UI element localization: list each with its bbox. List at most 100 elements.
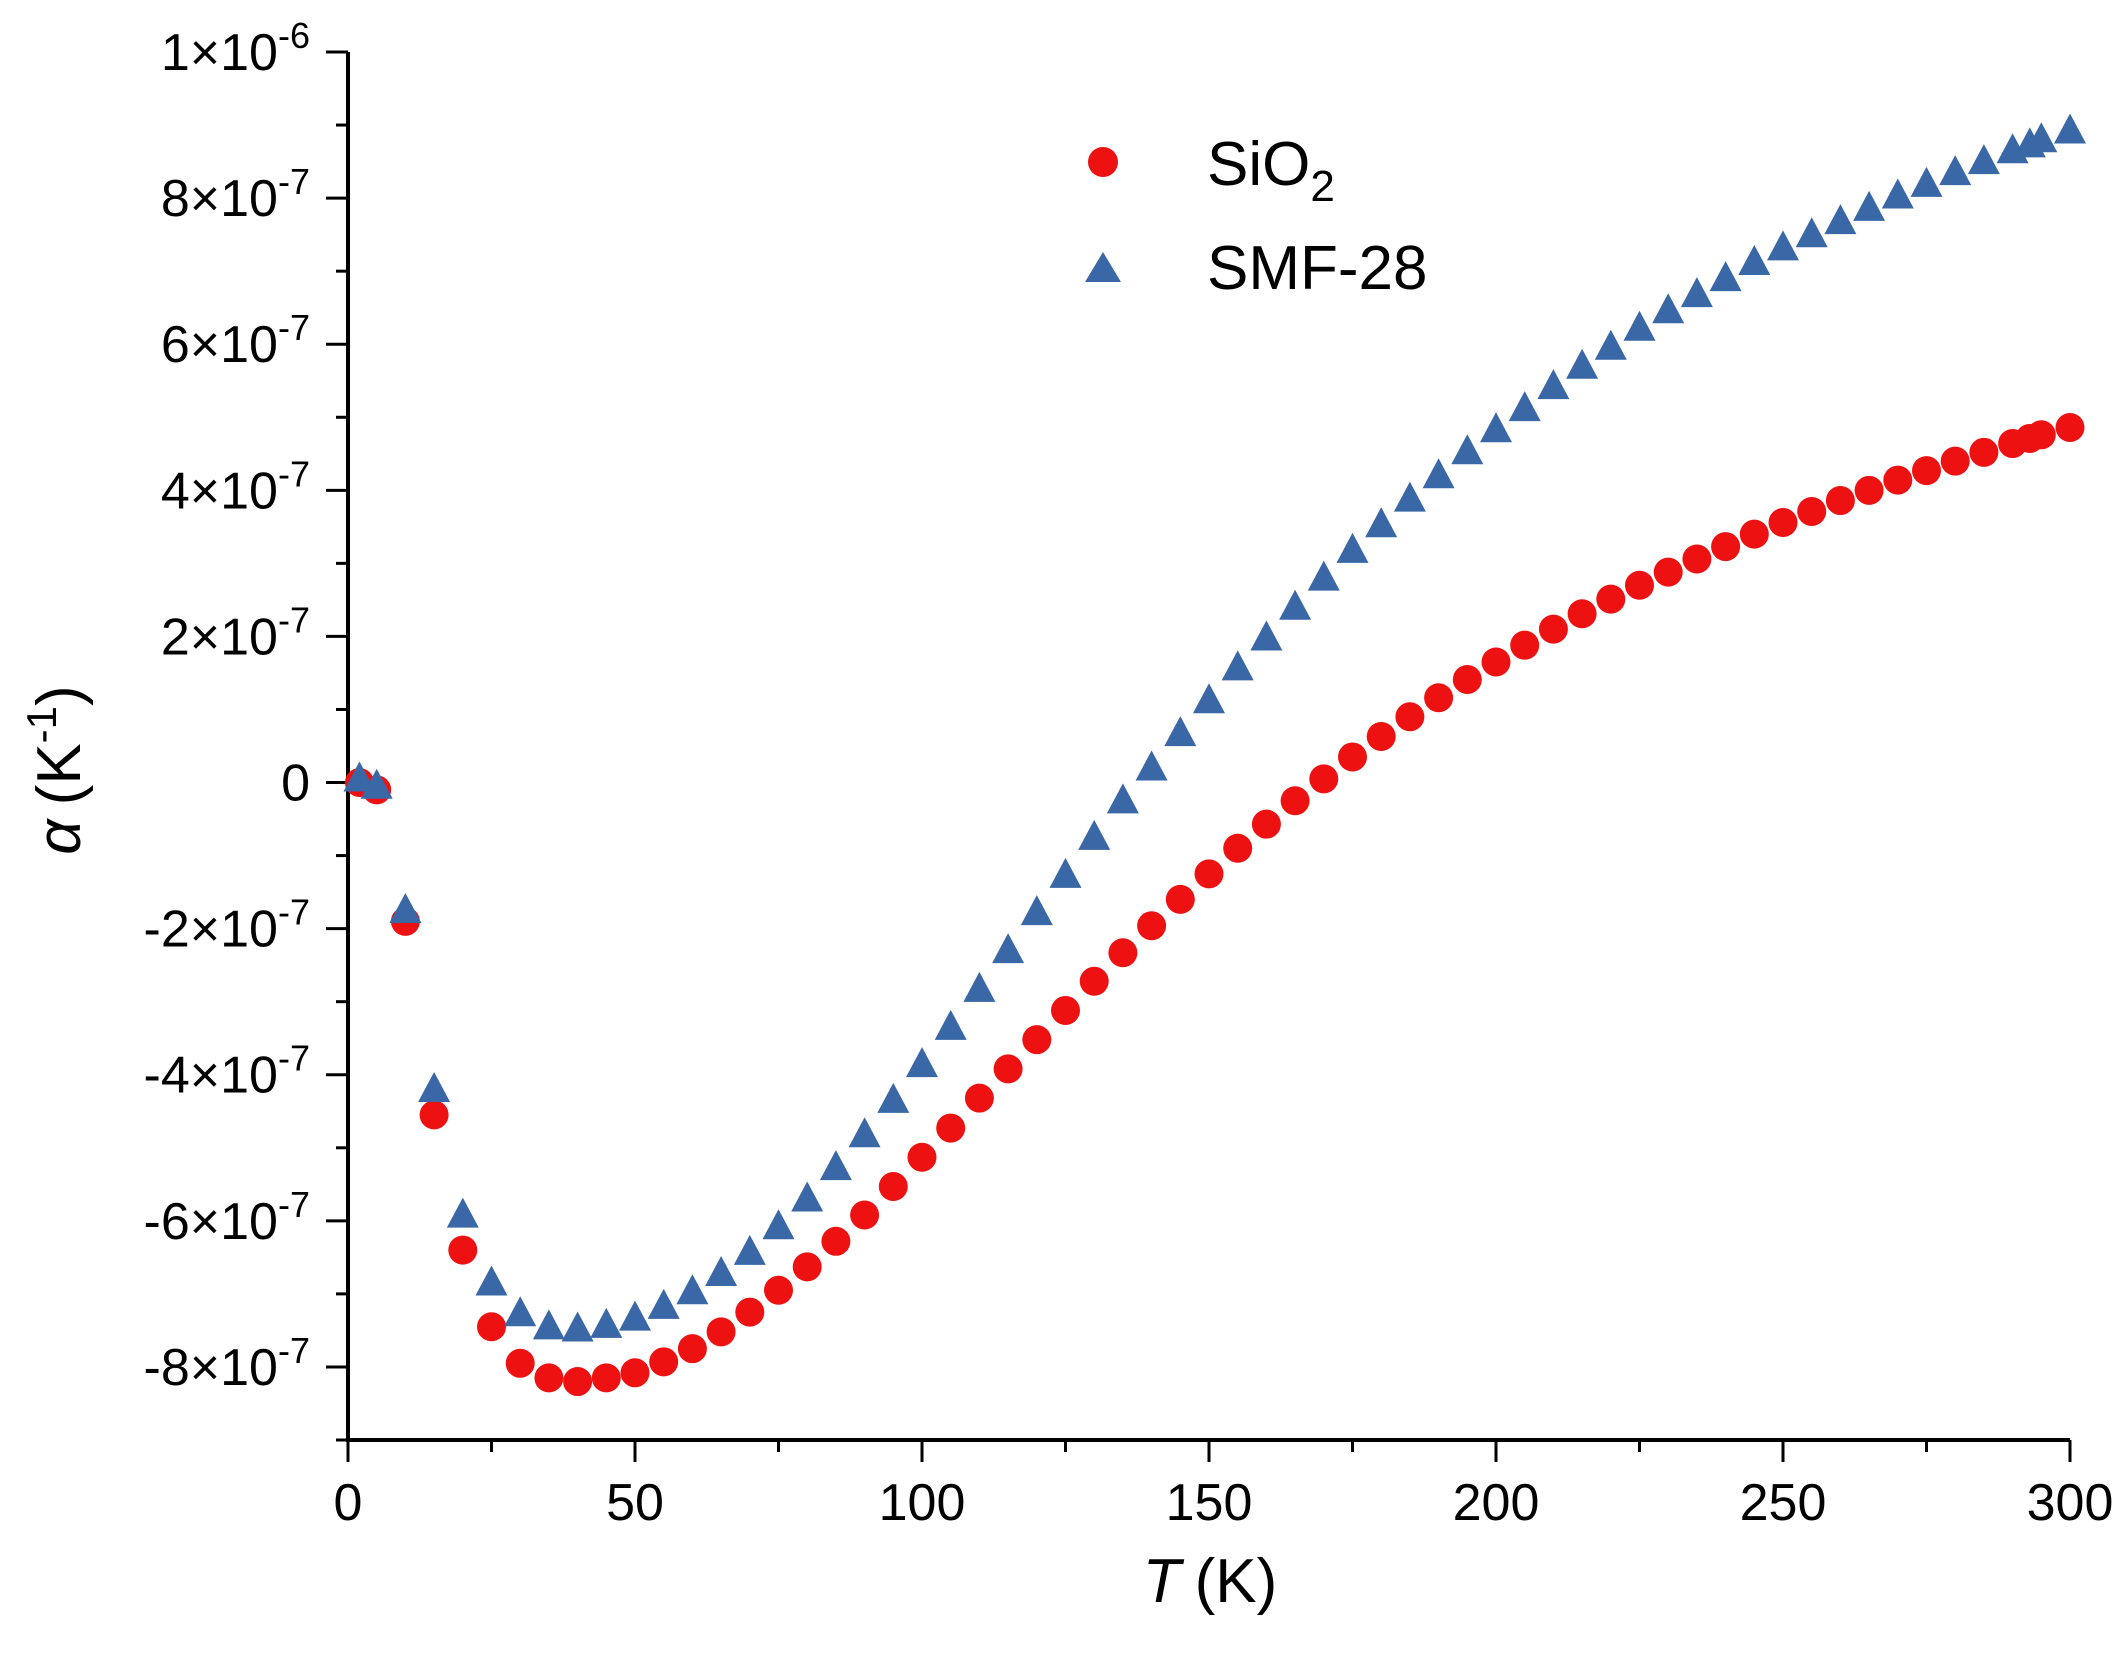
data-point-triangle (762, 1209, 795, 1240)
data-point-triangle (532, 1309, 565, 1340)
data-point-triangle (1709, 261, 1742, 292)
y-tick-label: 1×10-6 (161, 15, 310, 82)
data-point-circle (477, 1312, 506, 1342)
y-tick-label: -2×10-7 (144, 892, 310, 959)
series-sio2 (344, 412, 2085, 1397)
data-point-triangle (1193, 683, 1225, 714)
data-point-circle (1797, 497, 1827, 527)
data-point-triangle (992, 933, 1025, 964)
data-point-circle (1682, 544, 1712, 574)
data-point-circle (1022, 1025, 1052, 1055)
y-axis-unit: (K (25, 743, 94, 805)
data-point-triangle (1451, 434, 1484, 465)
data-point-circle (1912, 456, 1941, 486)
data-point-circle (620, 1358, 650, 1388)
data-point-triangle (963, 971, 996, 1002)
data-point-circle (2055, 412, 2085, 442)
y-tick-label: 6×10-7 (161, 307, 310, 374)
data-point-circle (591, 1363, 621, 1393)
data-point-circle (1538, 614, 1568, 644)
data-point-triangle (360, 768, 393, 799)
data-point-triangle (475, 1265, 508, 1296)
data-point-circle (1424, 683, 1454, 713)
data-point-triangle (1853, 190, 1886, 221)
x-axis-unit: (K) (1195, 1547, 1278, 1616)
data-point-triangle (1422, 458, 1455, 489)
data-point-triangle (1307, 560, 1340, 591)
data-point-triangle (705, 1256, 738, 1287)
data-point-circle (993, 1054, 1023, 1084)
data-point-triangle (2025, 122, 2058, 153)
data-point-triangle (1078, 819, 1111, 850)
legend-marker-smf28 (1085, 252, 1121, 282)
data-point-circle (1165, 884, 1195, 914)
data-point-triangle (1480, 412, 1512, 443)
data-point-circle (1768, 507, 1798, 537)
y-tick-label: 8×10-7 (161, 161, 310, 228)
data-point-circle (1940, 446, 1970, 476)
y-axis-title: α(K-1) (18, 685, 94, 854)
data-point-circle (677, 1334, 707, 1364)
data-point-triangle (1594, 329, 1627, 360)
x-tick-label: 200 (1453, 1474, 1540, 1532)
data-point-triangle (2054, 113, 2086, 144)
data-point-triangle (1738, 244, 1771, 275)
data-point-circle (907, 1142, 937, 1172)
legend-label-sio2: SiO2 (1207, 130, 1335, 211)
data-point-circle (878, 1172, 908, 1202)
data-point-triangle (590, 1307, 623, 1338)
data-point-triangle (1279, 589, 1312, 620)
data-point-triangle (1508, 391, 1541, 422)
data-point-circle (1739, 519, 1769, 549)
legend-label-smf28: SMF-28 (1207, 234, 1427, 303)
data-point-triangle (1652, 293, 1685, 324)
y-tick-label: 4×10-7 (161, 453, 310, 520)
data-point-circle (1223, 833, 1253, 863)
data-point-circle (821, 1226, 851, 1256)
data-point-triangle (1767, 230, 1799, 261)
data-point-triangle (1365, 507, 1398, 538)
data-point-triangle (1336, 532, 1369, 563)
data-point-triangle (1967, 144, 2000, 175)
data-point-circle (1108, 938, 1138, 968)
legend: SiO2 SMF-28 (1085, 130, 1427, 303)
x-tick-label: 100 (879, 1474, 966, 1532)
data-point-circle (1309, 764, 1339, 794)
data-point-circle (1137, 911, 1167, 941)
data-point-triangle (934, 1009, 967, 1040)
data-point-circle (1194, 859, 1224, 889)
data-point-circle (1280, 786, 1310, 816)
data-point-circle (1510, 630, 1540, 660)
series-smf28 (343, 113, 2086, 1342)
data-point-triangle (1795, 217, 1828, 248)
data-point-circle (850, 1200, 880, 1230)
legend-label-sio2-subscript: 2 (1310, 162, 1334, 211)
data-point-triangle (877, 1082, 910, 1113)
data-point-circle (1883, 465, 1913, 495)
data-point-triangle (1164, 716, 1197, 747)
data-point-triangle (1049, 857, 1082, 888)
y-tick-label: -6×10-7 (144, 1184, 310, 1251)
y-tick-label: -4×10-7 (144, 1038, 310, 1105)
data-point-circle (1051, 995, 1080, 1025)
y-axis-unit-exponent: -1 (18, 706, 65, 743)
data-point-triangle (446, 1197, 479, 1228)
data-point-circle (792, 1252, 822, 1282)
data-point-triangle (1020, 895, 1053, 926)
data-point-circle (2026, 420, 2056, 450)
x-axis-title: T (K) (1143, 1547, 1278, 1616)
x-tick-label: 300 (2027, 1474, 2114, 1532)
data-point-circle (563, 1367, 593, 1397)
data-point-triangle (1824, 204, 1857, 235)
x-tick-label: 250 (1740, 1474, 1827, 1532)
data-point-triangle (1623, 310, 1656, 341)
x-axis-ticks: 0 50 100 150 200 250 300 (334, 1440, 2114, 1532)
data-point-circle (1653, 557, 1683, 587)
data-point-circle (505, 1348, 535, 1378)
x-tick-label: 150 (1166, 1474, 1253, 1532)
legend-marker-sio2 (1088, 147, 1118, 177)
data-point-triangle (906, 1047, 938, 1078)
data-point-circle (649, 1347, 679, 1377)
y-axis-ticks: 1×10-6 8×10-7 6×10-7 4×10-7 2×10-7 0 -2×10-7 -4… (144, 15, 348, 1442)
